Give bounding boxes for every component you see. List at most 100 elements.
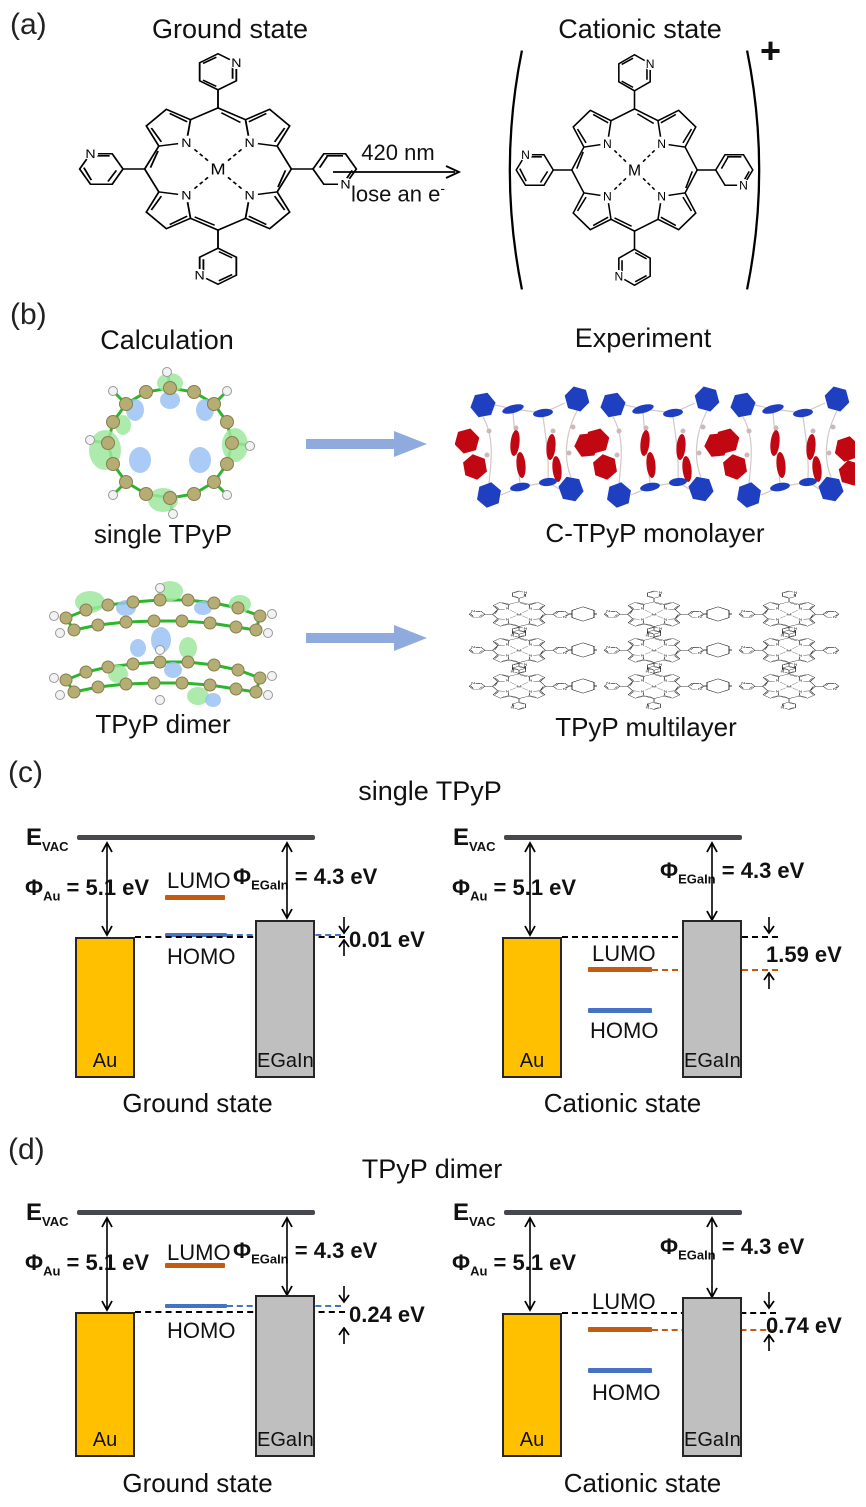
hydrogen-atoms	[85, 367, 255, 519]
au-electrode-bar: Au	[502, 937, 562, 1078]
dimer-lobes-negative	[116, 600, 221, 707]
single-tpyp-caption: single TPyP	[93, 519, 233, 549]
lumo-level-line	[165, 895, 225, 900]
lumo-level-line	[588, 967, 652, 972]
work-function-arrow-icon	[101, 841, 113, 937]
fermi-dashed-line	[562, 1312, 776, 1314]
homo-level-line	[165, 933, 227, 937]
energy-gap-value: 0.24 eV	[349, 1302, 425, 1327]
tpyp-dimer-caption: TPyP dimer	[95, 709, 231, 739]
ground-state-title: Ground state	[151, 14, 309, 44]
monolayer-unit	[571, 383, 721, 510]
tpyp-cationic-structure	[508, 50, 761, 290]
fermi-dashed-line	[135, 936, 345, 938]
au-electrode-bar: Au	[75, 1312, 135, 1457]
au-electrode-bar: Au	[502, 1313, 562, 1457]
lumo-label: LUMO	[167, 868, 231, 893]
carbon-atoms	[101, 381, 239, 505]
work-function-arrow-icon	[101, 1216, 113, 1312]
electron-minus-sup: -	[440, 180, 445, 196]
evac-subscript: VAC	[42, 838, 69, 854]
phi-symbol: Φ	[25, 1250, 44, 1275]
evac-label: EVAC	[453, 824, 496, 854]
left-bracket	[508, 50, 524, 290]
fermi-dashed-line	[135, 1311, 345, 1313]
gap-arrow-down-icon	[763, 1292, 775, 1310]
phi-symbol: Φ	[25, 875, 44, 900]
phi-egain-label: ΦEGaIn = 4.3 eV	[660, 1234, 804, 1262]
work-function-arrow-icon	[524, 841, 536, 937]
phi-symbol: Φ	[233, 864, 252, 889]
homo-label: HOMO	[167, 944, 236, 969]
reaction-wavelength: 420 nm	[361, 140, 435, 165]
lumo-level-line	[588, 1327, 652, 1332]
phi-egain-label: ΦEGaIn = 4.3 eV	[233, 1238, 377, 1266]
phi-au-label: ΦAu = 5.1 eV	[25, 1250, 149, 1278]
phi-egain-sub: EGaIn	[251, 1251, 289, 1267]
au-electrode-label: Au	[92, 1429, 118, 1451]
phi-symbol: Φ	[233, 1238, 252, 1263]
phi-au-value: = 5.1 eV	[493, 1250, 577, 1275]
ctpyp-monolayer-image	[455, 383, 855, 510]
gap-arrow-down-icon	[338, 1286, 350, 1304]
phi-egain-sub: EGaIn	[678, 1247, 716, 1263]
vacuum-level-line	[504, 1210, 742, 1215]
work-function-arrow-icon	[706, 841, 718, 922]
monolayer-unit	[701, 383, 855, 510]
panel-c-title: single TPyP	[358, 776, 502, 806]
work-function-arrow-icon	[524, 1216, 536, 1312]
gap-arrow-up-icon	[338, 939, 350, 956]
phi-egain-sub: EGaIn	[251, 877, 289, 893]
phi-egain-value: = 4.3 eV	[721, 858, 805, 883]
phi-egain-value: = 4.3 eV	[294, 1238, 378, 1263]
fermi-dashed-line	[562, 936, 778, 938]
panel-d-label: (d)	[8, 1133, 45, 1166]
lumo-level-line	[165, 1263, 225, 1268]
phi-au-value: = 5.1 eV	[66, 875, 150, 900]
single-tpyp-orbital-image	[85, 367, 255, 519]
work-function-arrow-icon	[706, 1216, 718, 1299]
phi-au-sub: Au	[470, 888, 488, 904]
homo-label: HOMO	[590, 1018, 659, 1043]
evac-subscript: VAC	[42, 1213, 69, 1229]
energy-gap-value: 1.59 eV	[766, 942, 842, 967]
phi-au-sub: Au	[43, 888, 61, 904]
phi-au-value: = 5.1 eV	[493, 875, 577, 900]
phi-egain-sub: EGaIn	[678, 871, 716, 887]
phi-au-sub: Au	[470, 1263, 488, 1279]
linker-rings	[569, 606, 732, 694]
ground-state-caption: Ground state	[122, 1088, 273, 1118]
monolayer-unit	[455, 383, 591, 510]
lumo-label: LUMO	[592, 941, 656, 966]
egain-electrode-bar: EGaIn	[682, 1297, 742, 1457]
dimer-hydrogen-atoms	[49, 583, 277, 705]
cationic-state-title: Cationic state	[558, 14, 722, 44]
egain-electrode-bar: EGaIn	[255, 920, 315, 1078]
homo-level-line	[588, 1368, 652, 1373]
evac-symbol: E	[453, 1199, 470, 1226]
phi-symbol: Φ	[452, 1250, 471, 1275]
phi-egain-label: ΦEGaIn = 4.3 eV	[660, 858, 804, 886]
evac-symbol: E	[453, 824, 470, 851]
tpyp-ground-structure	[78, 52, 358, 286]
evac-subscript: VAC	[469, 838, 496, 854]
calculation-title: Calculation	[100, 325, 234, 355]
evac-subscript: VAC	[469, 1213, 496, 1229]
evac-label: EVAC	[453, 1199, 496, 1229]
energy-gap-value: 0.01 eV	[349, 927, 425, 952]
phi-au-label: ΦAu = 5.1 eV	[452, 875, 576, 903]
egain-electrode-bar: EGaIn	[255, 1295, 315, 1457]
orbital-lobes-negative	[126, 391, 214, 473]
phi-symbol: Φ	[660, 858, 679, 883]
panel-c-label: (c)	[8, 756, 43, 789]
dimer-carbon-atoms	[59, 593, 267, 699]
au-electrode-label: Au	[519, 1050, 545, 1072]
au-electrode-label: Au	[92, 1050, 118, 1072]
energy-gap-value: 0.74 eV	[766, 1313, 842, 1338]
egain-electrode-label: EGaIn	[257, 1429, 314, 1451]
ctpyp-monolayer-caption: C-TPyP monolayer	[545, 518, 765, 548]
gap-arrow-up-icon	[763, 972, 775, 989]
tpyp-multilayer-image	[468, 590, 840, 710]
au-electrode-bar: Au	[75, 937, 135, 1078]
